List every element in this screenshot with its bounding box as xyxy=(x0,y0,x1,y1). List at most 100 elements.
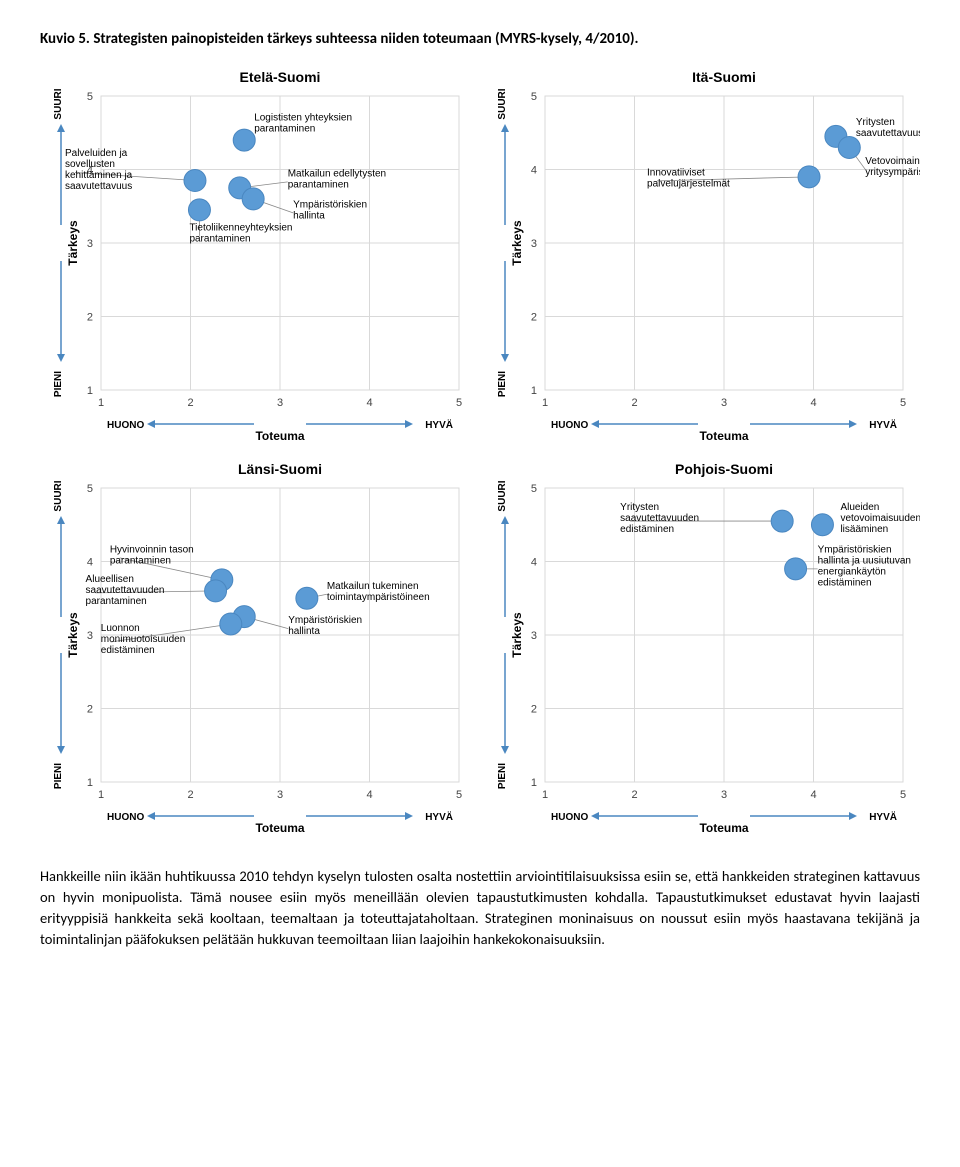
data-label: Vetovoimainen xyxy=(865,156,920,167)
data-label: Alueellisen xyxy=(86,574,134,585)
x-tick: 4 xyxy=(366,789,372,801)
x-tick: 2 xyxy=(187,789,193,801)
x-tick: 4 xyxy=(366,397,372,409)
x-tick: 2 xyxy=(187,397,193,409)
data-label: edistäminen xyxy=(818,577,872,588)
y-tick: 4 xyxy=(87,557,93,569)
data-label: parantaminen xyxy=(288,179,349,190)
chart-title: Etelä-Suomi xyxy=(240,69,321,85)
y-axis-high-label: SUURI xyxy=(497,480,508,511)
data-label: saavutettavuus xyxy=(856,128,920,139)
x-tick: 5 xyxy=(900,397,906,409)
y-axis-high-label: SUURI xyxy=(497,88,508,119)
y-axis-high-label: SUURI xyxy=(53,88,64,119)
data-label: edistäminen xyxy=(620,524,674,535)
data-label: edistäminen xyxy=(101,645,155,656)
y-tick: 5 xyxy=(87,483,93,495)
x-axis-title: Toteuma xyxy=(699,821,748,835)
y-axis-low-label: PIENI xyxy=(53,763,64,789)
x-tick: 2 xyxy=(631,789,637,801)
y-tick: 5 xyxy=(531,483,537,495)
y-tick: 1 xyxy=(87,385,93,397)
x-tick: 2 xyxy=(631,397,637,409)
data-label: Logististen yhteyksien xyxy=(254,113,352,124)
y-tick: 3 xyxy=(87,630,93,642)
data-label: vetovoimaisuuden xyxy=(840,513,920,524)
y-tick: 2 xyxy=(87,704,93,716)
data-label: saavutettavuus xyxy=(65,181,132,192)
y-tick: 3 xyxy=(531,238,537,250)
data-label: Hyvinvoinnin tason xyxy=(110,544,194,555)
data-label: parantaminen xyxy=(189,233,250,244)
charts-grid: Etelä-Suomi1122334455SUURIPIENITärkeysHU… xyxy=(40,66,920,838)
x-tick: 5 xyxy=(900,789,906,801)
data-label: Ympäristöriskien xyxy=(288,615,362,626)
y-tick: 1 xyxy=(531,777,537,789)
y-tick: 5 xyxy=(87,91,93,103)
data-label: hallinta xyxy=(288,626,320,637)
x-axis-title: Toteuma xyxy=(255,821,304,835)
data-label: sovellusten xyxy=(65,159,115,170)
x-axis-high-label: HYVÄ xyxy=(869,418,897,431)
data-label: toimintaympäristöineen xyxy=(327,592,430,603)
x-axis-low-label: HUONO xyxy=(107,812,144,823)
data-label: saavutettavuuden xyxy=(620,513,699,524)
data-label: Luonnon xyxy=(101,623,140,634)
data-label: hallinta ja uusiutuvan xyxy=(818,555,911,566)
x-tick: 1 xyxy=(542,789,548,801)
x-tick: 4 xyxy=(810,397,816,409)
data-label: parantaminen xyxy=(254,124,315,135)
y-tick: 1 xyxy=(531,385,537,397)
data-label: Tietoliikenneyhteyksien xyxy=(189,222,292,233)
chart-lansi-suomi: Länsi-Suomi1122334455SUURIPIENITärkeysHU… xyxy=(40,458,476,838)
data-point xyxy=(188,199,210,221)
data-point xyxy=(771,510,793,532)
data-label: parantaminen xyxy=(110,555,171,566)
x-tick: 1 xyxy=(542,397,548,409)
y-tick: 2 xyxy=(87,312,93,324)
x-tick: 5 xyxy=(456,397,462,409)
data-label: Matkailun edellytysten xyxy=(288,168,386,179)
y-axis-low-label: PIENI xyxy=(53,371,64,397)
data-label: Ympäristöriskien xyxy=(818,544,892,555)
y-axis-low-label: PIENI xyxy=(497,763,508,789)
chart-pohjois-suomi: Pohjois-Suomi1122334455SUURIPIENITärkeys… xyxy=(484,458,920,838)
chart-title: Pohjois-Suomi xyxy=(675,461,773,477)
data-point xyxy=(205,580,227,602)
data-point xyxy=(785,558,807,580)
y-axis-title: Tärkeys xyxy=(510,220,524,266)
y-axis-title: Tärkeys xyxy=(510,612,524,658)
data-point xyxy=(798,166,820,188)
y-axis-low-label: PIENI xyxy=(497,371,508,397)
data-label: palvelujärjestelmät xyxy=(647,178,730,189)
y-tick: 4 xyxy=(531,557,537,569)
data-label: Ympäristöriskien xyxy=(293,199,367,210)
x-axis-low-label: HUONO xyxy=(551,812,588,823)
x-axis-title: Toteuma xyxy=(255,429,304,443)
data-label: hallinta xyxy=(293,210,325,221)
data-label: kehittäminen ja xyxy=(65,170,133,181)
y-tick: 2 xyxy=(531,704,537,716)
x-tick: 3 xyxy=(721,397,727,409)
data-label: monimuotoisuuden xyxy=(101,634,185,645)
y-tick: 1 xyxy=(87,777,93,789)
data-label: Yritysten xyxy=(856,117,895,128)
data-point xyxy=(242,188,264,210)
chart-title: Länsi-Suomi xyxy=(238,461,322,477)
data-label: Innovatiiviset xyxy=(647,167,705,178)
x-axis-low-label: HUONO xyxy=(107,420,144,431)
x-tick: 5 xyxy=(456,789,462,801)
data-label: lisääminen xyxy=(840,524,888,535)
chart-ita-suomi: Itä-Suomi1122334455SUURIPIENITärkeysHUON… xyxy=(484,66,920,446)
x-axis-title: Toteuma xyxy=(699,429,748,443)
data-point xyxy=(296,587,318,609)
x-axis-high-label: HYVÄ xyxy=(869,810,897,823)
y-axis-high-label: SUURI xyxy=(53,480,64,511)
data-label: energiankäytön xyxy=(818,566,886,577)
x-tick: 1 xyxy=(98,789,104,801)
y-tick: 4 xyxy=(531,165,537,177)
x-axis-high-label: HYVÄ xyxy=(425,810,453,823)
data-label: saavutettavuuden xyxy=(86,585,165,596)
y-tick: 3 xyxy=(531,630,537,642)
data-point xyxy=(838,136,860,158)
